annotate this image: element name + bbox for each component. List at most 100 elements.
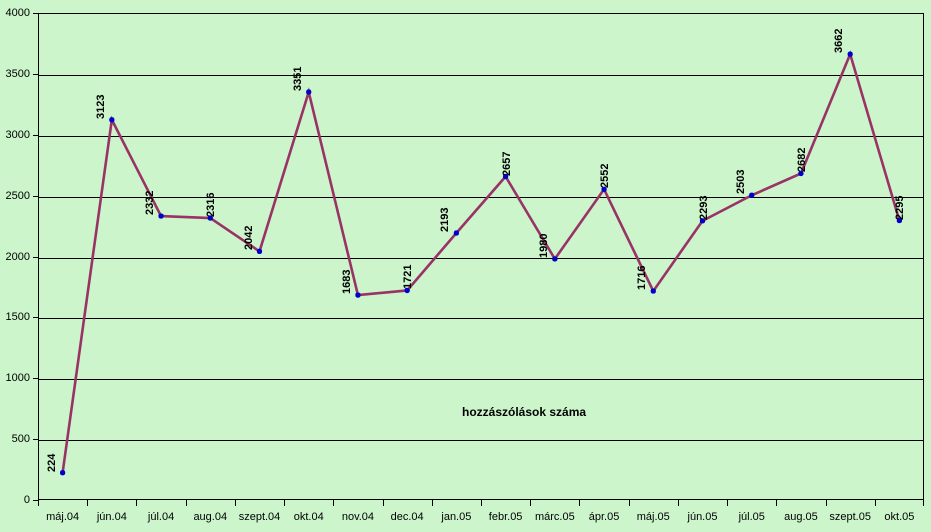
x-tick-mark xyxy=(432,500,433,506)
x-tick-label: máj.05 xyxy=(636,511,670,523)
x-tick-label: máj.04 xyxy=(46,511,80,523)
x-tick-mark xyxy=(38,500,39,506)
gridline xyxy=(39,75,923,76)
data-point-marker xyxy=(749,192,755,198)
data-point-marker xyxy=(552,256,558,262)
data-point-marker xyxy=(207,215,213,221)
y-axis: 0 500 1000 1500 2000 2500 3000 3500 4000 xyxy=(0,0,38,532)
x-tick-label: júl.05 xyxy=(738,511,765,523)
x-tick-label: szept.05 xyxy=(829,511,871,523)
x-tick-label: aug.05 xyxy=(784,511,818,523)
x-tick-mark xyxy=(383,500,384,506)
y-tick-label: 3500 xyxy=(5,67,30,80)
y-tick-label: 500 xyxy=(11,433,30,446)
gridline xyxy=(39,379,923,380)
data-point-marker xyxy=(453,230,459,236)
x-tick-mark xyxy=(776,500,777,506)
point-value-label: 1980 xyxy=(537,233,550,258)
data-point-marker xyxy=(158,213,164,219)
plot-area xyxy=(38,13,924,500)
point-value-label: 3123 xyxy=(94,94,107,119)
x-tick-mark xyxy=(629,500,630,506)
x-tick-mark xyxy=(579,500,580,506)
y-tick-mark xyxy=(33,439,38,441)
point-value-label: 2682 xyxy=(795,147,808,173)
y-tick-mark xyxy=(33,256,38,258)
data-point-marker xyxy=(601,186,607,192)
y-tick-label: 2500 xyxy=(5,189,30,202)
x-tick-mark xyxy=(678,500,679,506)
y-tick-label: 0 xyxy=(23,494,30,506)
x-tick-label: dec.04 xyxy=(390,511,424,523)
y-tick-label: 3000 xyxy=(5,128,30,141)
point-value-label: 224 xyxy=(45,453,58,472)
x-tick-label: okt.05 xyxy=(884,511,915,523)
x-tick-label: nov.04 xyxy=(341,511,375,523)
gridline xyxy=(39,258,923,259)
x-tick-mark xyxy=(235,500,236,506)
point-value-label: 1716 xyxy=(636,265,649,291)
x-tick-mark xyxy=(727,500,728,506)
x-axis: máj.04 jún.04 júl.04 aug.04 szept.04 okt.04 no… xyxy=(38,500,924,532)
y-tick-mark xyxy=(33,500,38,501)
x-tick-label: márc.05 xyxy=(534,511,575,523)
x-tick-mark xyxy=(875,500,876,506)
data-point-marker xyxy=(503,173,509,180)
point-value-label: 2503 xyxy=(734,169,747,195)
point-value-label: 2552 xyxy=(599,163,612,189)
data-point-marker xyxy=(847,51,853,57)
data-point-marker xyxy=(896,217,902,224)
series-annotation: hozzászólások száma xyxy=(462,405,587,419)
x-tick-label: aug.04 xyxy=(193,511,228,523)
point-value-label: 3351 xyxy=(291,66,304,92)
gridline xyxy=(39,197,923,198)
x-tick-label: okt.04 xyxy=(293,511,324,523)
x-tick-label: jún.05 xyxy=(687,511,718,523)
x-tick-label: jún.04 xyxy=(96,511,127,523)
data-point-marker xyxy=(404,287,410,294)
data-point-marker xyxy=(650,288,656,294)
data-series xyxy=(60,50,902,476)
data-point-marker xyxy=(798,170,804,177)
y-tick-mark xyxy=(33,378,38,380)
data-point-marker xyxy=(109,117,115,123)
point-value-label: 2293 xyxy=(697,195,710,220)
gridline xyxy=(39,136,923,137)
x-tick-mark xyxy=(481,500,482,506)
point-value-label: 2193 xyxy=(439,207,452,232)
x-tick-mark xyxy=(136,500,137,506)
point-value-label: 3662 xyxy=(833,28,846,54)
y-tick-label: 1000 xyxy=(5,372,30,385)
y-tick-label: 2000 xyxy=(5,250,30,263)
point-value-label: 2316 xyxy=(205,192,218,218)
point-value-label: 1683 xyxy=(340,269,353,295)
x-tick-label: ápr.05 xyxy=(588,511,620,523)
x-tick-label: júl.04 xyxy=(147,511,175,523)
point-value-label: 2042 xyxy=(242,225,255,251)
data-point-marker xyxy=(256,248,263,254)
y-tick-mark xyxy=(33,13,38,14)
data-point-marker xyxy=(60,470,66,476)
point-value-label: 2332 xyxy=(144,190,157,216)
gridline xyxy=(39,318,923,319)
y-tick-label: 4000 xyxy=(5,7,30,19)
point-value-label: 1721 xyxy=(402,264,415,290)
x-tick-mark xyxy=(923,500,924,506)
x-tick-mark xyxy=(530,500,531,506)
y-tick-mark xyxy=(33,317,38,319)
x-tick-mark xyxy=(186,500,187,506)
data-point-marker xyxy=(306,89,312,95)
x-tick-mark xyxy=(826,500,827,506)
y-tick-mark xyxy=(33,195,38,197)
data-point-marker xyxy=(355,292,361,298)
x-tick-mark xyxy=(333,500,334,506)
series-line xyxy=(61,50,901,473)
gridline xyxy=(39,440,923,441)
point-value-label: 2295 xyxy=(894,195,907,220)
y-tick-label: 1500 xyxy=(5,311,30,324)
x-tick-label: jan.05 xyxy=(441,511,472,523)
y-tick-mark xyxy=(33,73,38,75)
x-tick-mark xyxy=(284,500,285,506)
x-tick-label: szept.04 xyxy=(238,511,281,523)
